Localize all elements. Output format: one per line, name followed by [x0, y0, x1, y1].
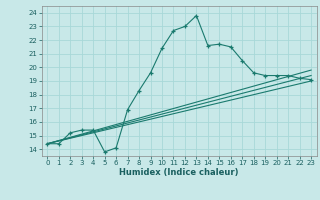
X-axis label: Humidex (Indice chaleur): Humidex (Indice chaleur) — [119, 168, 239, 177]
